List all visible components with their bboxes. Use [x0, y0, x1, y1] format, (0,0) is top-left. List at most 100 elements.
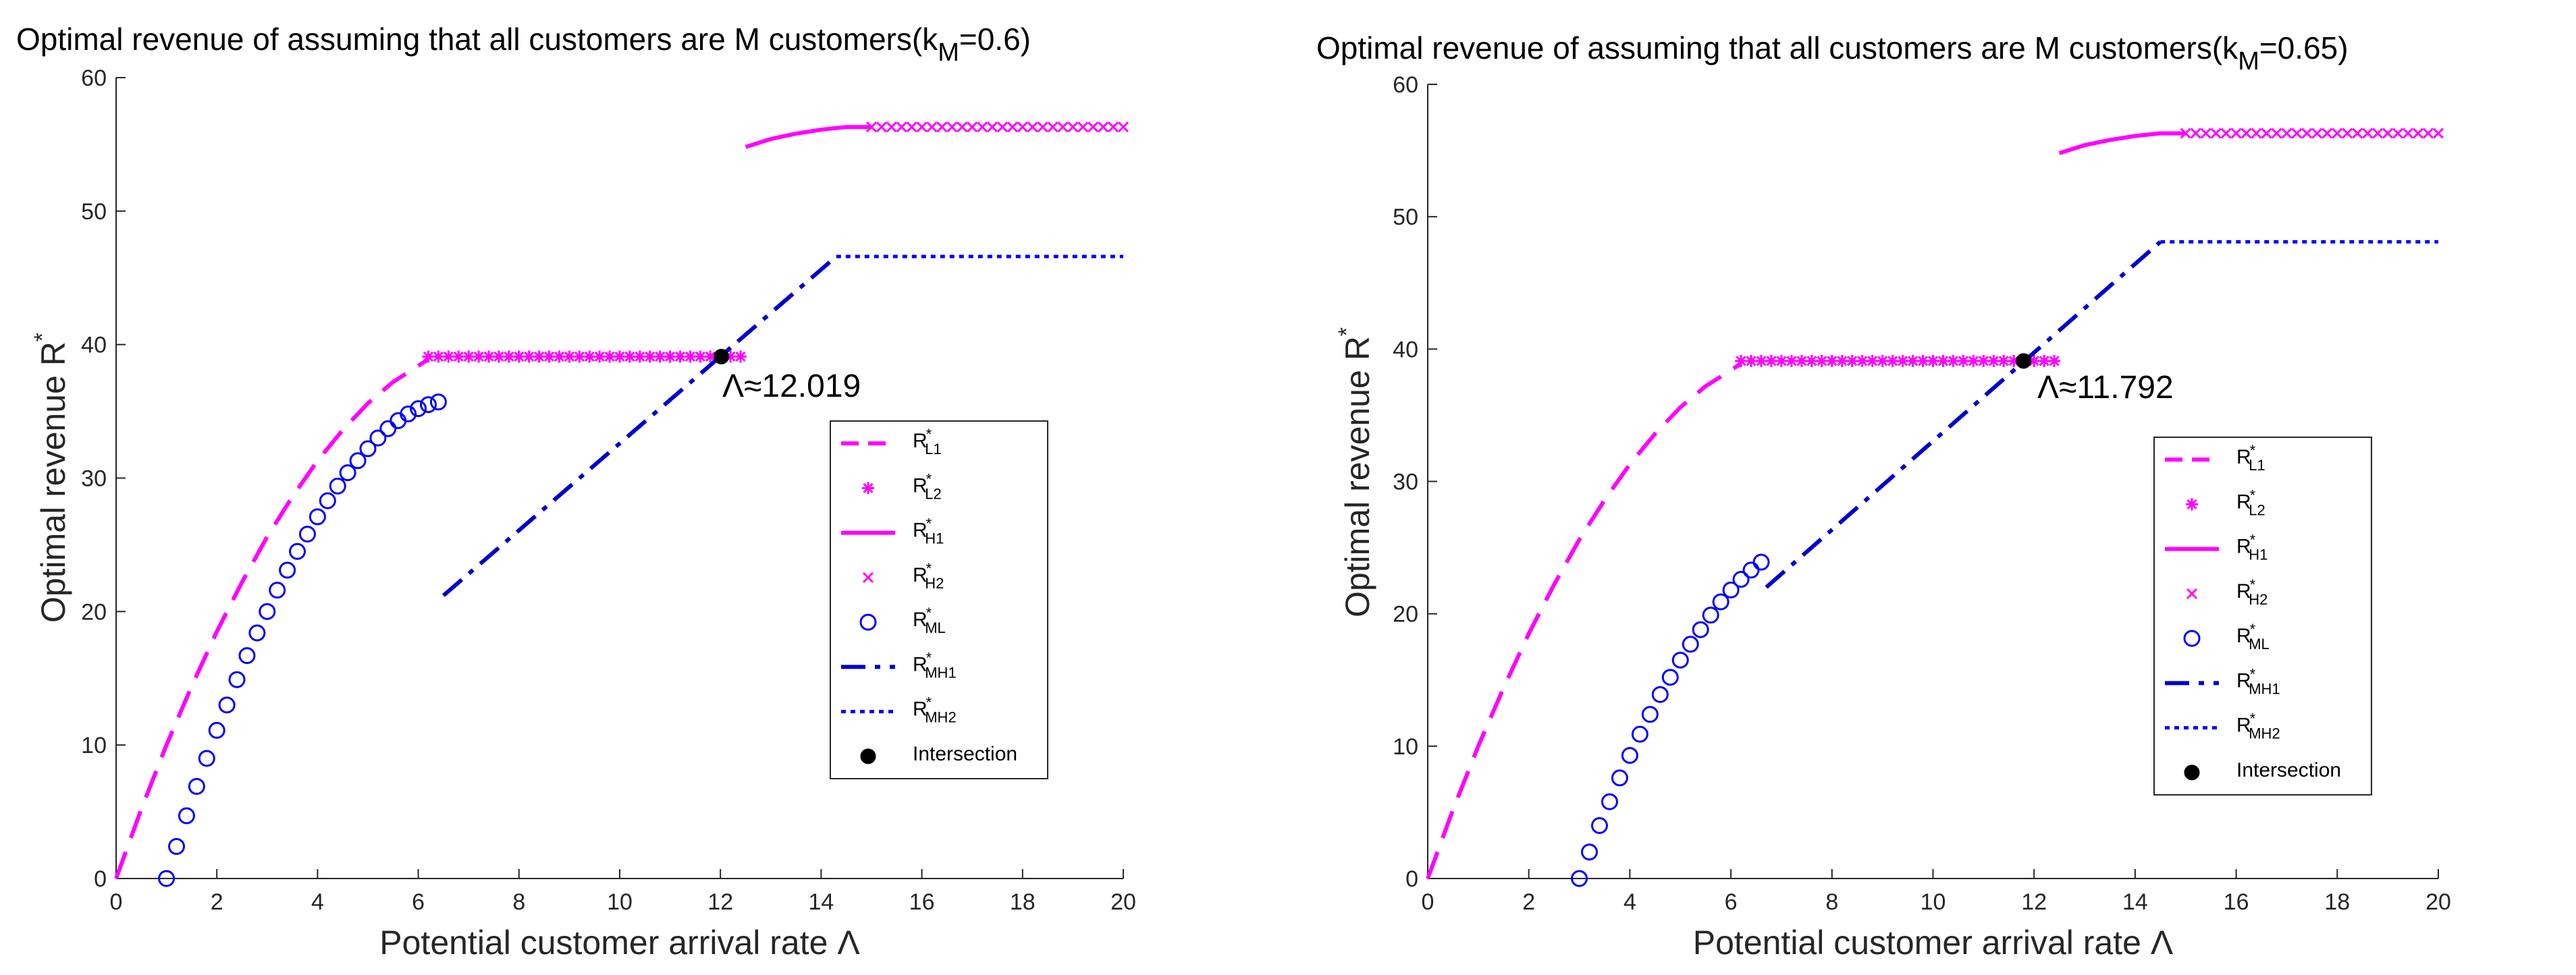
legend-item: R* L2	[2186, 486, 2265, 518]
data-point	[926, 121, 938, 133]
x-tick-label: 14	[808, 889, 834, 915]
data-point	[633, 350, 646, 363]
chart-title: Optimal revenue of assuming that all cus…	[1316, 30, 2349, 76]
data-point	[996, 121, 1009, 133]
data-point	[248, 624, 266, 642]
chart-right: Optimal revenue of assuming that all cus…	[1316, 30, 2451, 962]
data-point	[886, 121, 897, 133]
data-point	[1997, 354, 2010, 367]
data-point	[279, 561, 296, 579]
series-rmh1	[441, 254, 838, 597]
data-point	[1098, 121, 1109, 133]
data-point	[1037, 121, 1048, 133]
data-point	[653, 350, 666, 363]
legend-swatch	[2186, 588, 2198, 599]
chart-title-subscript: M	[2238, 47, 2259, 76]
legend-label: R* MH2	[913, 694, 957, 726]
legend-box	[2153, 437, 2372, 796]
data-point	[664, 350, 676, 363]
data-point	[502, 350, 515, 363]
y-tick-label: 10	[1393, 734, 1418, 760]
chart-title-suffix: =0.65)	[2259, 30, 2349, 65]
legend-label: Intersection	[913, 743, 1017, 765]
data-point	[259, 603, 276, 620]
data-point	[2230, 128, 2242, 139]
data-point	[2200, 128, 2211, 139]
legend-item: R* L1	[841, 426, 942, 457]
series-line	[1426, 362, 1742, 880]
legend-label: R* H1	[913, 516, 944, 547]
series-rml	[1571, 553, 1770, 887]
data-point	[1742, 561, 1760, 579]
data-point	[1047, 121, 1058, 133]
data-point	[643, 350, 656, 363]
legend-label: R* ML	[2236, 621, 2270, 652]
x-tick-label: 8	[1825, 889, 1838, 915]
data-point	[432, 350, 445, 363]
intersection-point	[714, 348, 730, 364]
data-point	[2311, 128, 2323, 139]
data-point	[1977, 354, 1990, 367]
data-point	[1621, 747, 1638, 764]
data-point	[1117, 121, 1129, 133]
x-tick-label: 6	[412, 889, 425, 915]
data-point	[289, 542, 306, 560]
data-point	[1866, 354, 1879, 367]
data-point	[1722, 581, 1740, 598]
legend-swatch	[859, 613, 877, 631]
y-tick-label: 0	[94, 866, 107, 892]
legend-item: Intersection	[2184, 759, 2341, 781]
data-point	[2038, 354, 2051, 367]
data-point	[339, 464, 356, 482]
data-point	[452, 350, 465, 363]
data-point	[238, 647, 256, 665]
data-point	[1611, 769, 1628, 787]
data-point	[473, 350, 485, 363]
legend-label: R* L2	[2236, 486, 2265, 518]
data-point	[573, 350, 586, 363]
legend-swatch	[862, 482, 874, 495]
data-point	[2352, 128, 2363, 139]
legend-label: R* MH1	[2236, 665, 2280, 697]
data-point	[1785, 354, 1798, 367]
data-point	[1856, 354, 1869, 367]
data-point	[1795, 354, 1808, 367]
legend-label: R* ML	[913, 605, 946, 636]
data-point	[1745, 354, 1758, 367]
data-point	[188, 777, 205, 795]
data-point	[2281, 128, 2292, 139]
series-rml	[158, 393, 447, 887]
intersection-point	[2016, 353, 2032, 369]
data-point	[178, 807, 195, 825]
y-tick-label: 30	[1393, 470, 1418, 495]
chart-title-main: Optimal revenue of assuming that all cus…	[1316, 30, 2238, 65]
data-point	[298, 526, 316, 543]
data-point	[1651, 686, 1669, 703]
data-point	[2403, 128, 2414, 139]
data-point	[379, 420, 397, 437]
y-tick-label: 30	[81, 466, 107, 492]
data-point	[967, 121, 978, 133]
data-point	[977, 121, 988, 133]
data-point	[2180, 128, 2191, 139]
data-point	[865, 121, 878, 133]
data-point	[1765, 354, 1777, 367]
data-point	[2271, 128, 2282, 139]
data-point	[1755, 354, 1768, 367]
data-point	[2382, 128, 2394, 139]
data-point	[734, 350, 747, 363]
legend-box	[830, 420, 1048, 779]
data-point	[533, 350, 545, 363]
intersection-annotation: Λ≈11.792	[2037, 370, 2174, 406]
data-point	[410, 400, 427, 418]
y-tick-label: 20	[1393, 602, 1418, 628]
legend-item: R* L1	[2165, 442, 2265, 474]
data-point	[1077, 121, 1089, 133]
legend-item: R* MH2	[841, 694, 957, 726]
legend-item: R* MH1	[2165, 665, 2280, 697]
data-point	[1735, 354, 1748, 367]
data-point	[1835, 354, 1848, 367]
series-rl2	[422, 350, 747, 363]
x-tick-label: 10	[1921, 889, 1946, 915]
y-tick-label: 40	[1393, 337, 1418, 362]
